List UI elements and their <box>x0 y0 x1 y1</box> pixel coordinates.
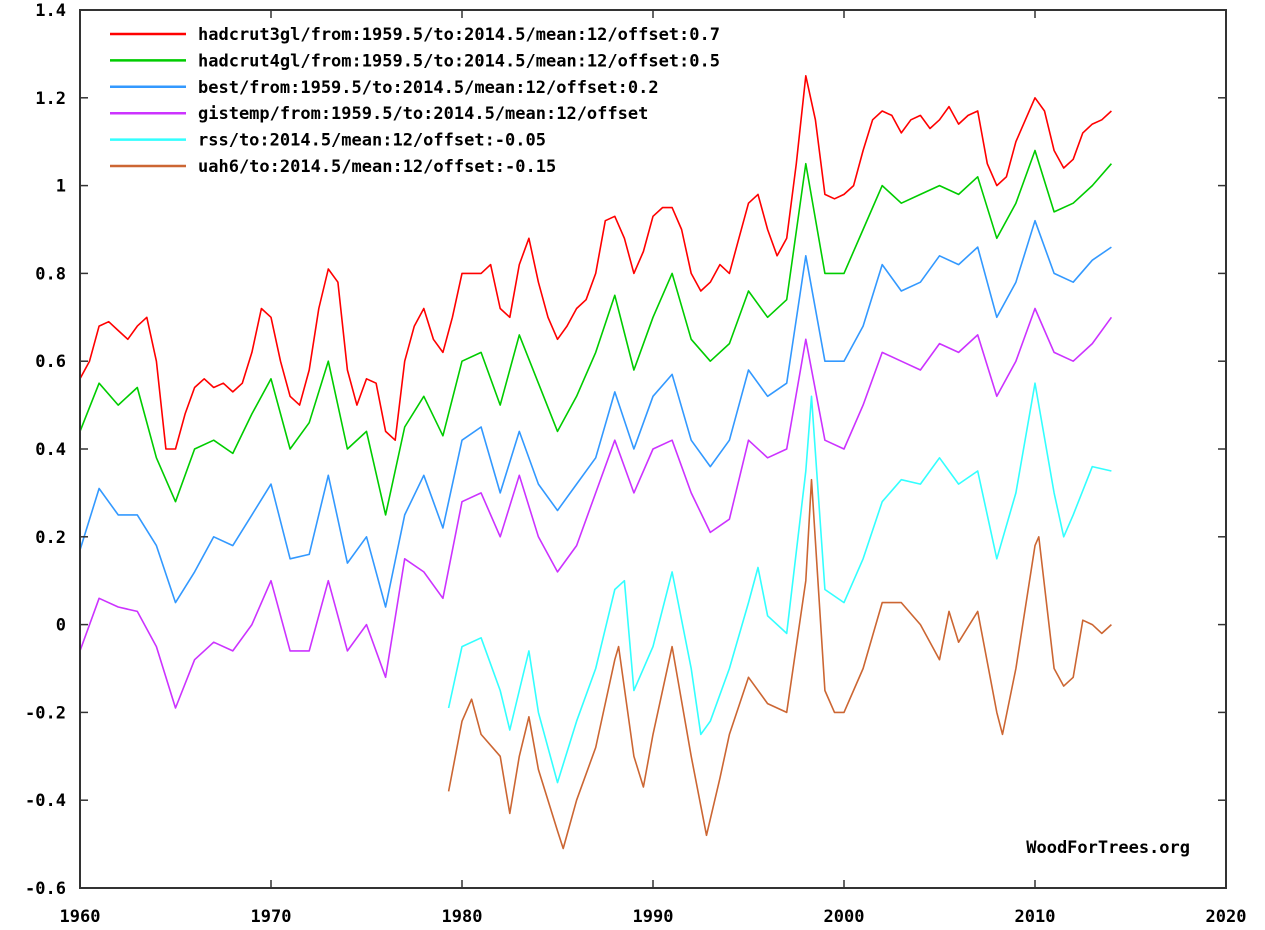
y-tick-label: 1.2 <box>35 89 66 109</box>
legend-label: uah6/to:2014.5/mean:12/offset:-0.15 <box>198 157 556 177</box>
x-tick-label: 1990 <box>633 907 674 927</box>
legend-label: best/from:1959.5/to:2014.5/mean:12/offse… <box>198 78 659 98</box>
legend-label: rss/to:2014.5/mean:12/offset:-0.05 <box>198 131 546 151</box>
y-tick-label: 1 <box>56 177 66 197</box>
y-tick-label: 0 <box>56 616 66 636</box>
x-tick-label: 2020 <box>1206 907 1247 927</box>
legend: hadcrut3gl/from:1959.5/to:2014.5/mean:12… <box>110 25 720 177</box>
y-tick-label: 1.4 <box>35 1 66 21</box>
series-line-4 <box>447 382 1112 784</box>
y-tick-label: 0.2 <box>35 528 66 548</box>
y-tick-label: 0.8 <box>35 264 66 284</box>
series-line-2 <box>79 219 1112 608</box>
watermark-text: WoodForTrees.org <box>1026 838 1190 858</box>
x-tick-label: 1970 <box>251 907 292 927</box>
axis-ticks: 1960 1970 1980 1990 2000 2010 2020 -0.6 -0.4 -0.2… <box>25 1 1246 927</box>
x-tick-label: 2000 <box>824 907 865 927</box>
y-tick-label: 0.6 <box>35 352 66 372</box>
y-tick-label: 0.4 <box>35 440 66 460</box>
legend-label: hadcrut3gl/from:1959.5/to:2014.5/mean:12… <box>198 25 720 45</box>
legend-label: gistemp/from:1959.5/to:2014.5/mean:12/of… <box>198 104 648 124</box>
x-tick-label: 1980 <box>442 907 483 927</box>
x-tick-label: 1960 <box>60 907 101 927</box>
x-tick-label: 2010 <box>1015 907 1056 927</box>
y-tick-label: -0.4 <box>25 791 66 811</box>
series-line-3 <box>79 307 1113 709</box>
series-line-1 <box>79 149 1113 516</box>
y-tick-label: -0.2 <box>25 703 66 723</box>
series-line-0 <box>79 75 1112 450</box>
y-tick-label: -0.6 <box>25 879 66 899</box>
series-line-5 <box>447 478 1112 850</box>
legend-label: hadcrut4gl/from:1959.5/to:2014.5/mean:12… <box>198 51 720 71</box>
series-layer <box>79 75 1113 850</box>
